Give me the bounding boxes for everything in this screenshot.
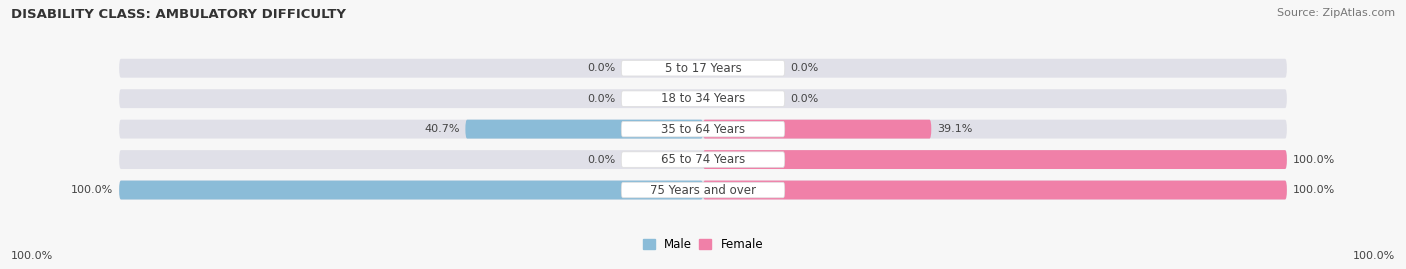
FancyBboxPatch shape [621,61,785,76]
FancyBboxPatch shape [621,121,785,137]
Text: 0.0%: 0.0% [588,63,616,73]
Text: 65 to 74 Years: 65 to 74 Years [661,153,745,166]
FancyBboxPatch shape [120,59,1286,78]
Text: 100.0%: 100.0% [1353,251,1395,261]
Text: 5 to 17 Years: 5 to 17 Years [665,62,741,75]
Text: 75 Years and over: 75 Years and over [650,183,756,197]
FancyBboxPatch shape [465,120,703,139]
Text: 18 to 34 Years: 18 to 34 Years [661,92,745,105]
Text: 100.0%: 100.0% [1292,155,1334,165]
FancyBboxPatch shape [120,89,1286,108]
Text: 39.1%: 39.1% [938,124,973,134]
FancyBboxPatch shape [703,120,931,139]
Text: Source: ZipAtlas.com: Source: ZipAtlas.com [1277,8,1395,18]
FancyBboxPatch shape [621,152,785,167]
Text: 100.0%: 100.0% [1292,185,1334,195]
FancyBboxPatch shape [120,150,1286,169]
FancyBboxPatch shape [120,180,703,200]
FancyBboxPatch shape [120,180,1286,200]
FancyBboxPatch shape [703,180,1286,200]
FancyBboxPatch shape [703,150,1286,169]
Text: 0.0%: 0.0% [588,155,616,165]
FancyBboxPatch shape [621,91,785,107]
FancyBboxPatch shape [120,120,1286,139]
Text: 0.0%: 0.0% [790,63,818,73]
Text: 0.0%: 0.0% [588,94,616,104]
Text: 100.0%: 100.0% [11,251,53,261]
Text: 35 to 64 Years: 35 to 64 Years [661,123,745,136]
Legend: Male, Female: Male, Female [638,233,768,256]
Text: 0.0%: 0.0% [790,94,818,104]
Text: 100.0%: 100.0% [72,185,114,195]
FancyBboxPatch shape [621,182,785,198]
Text: DISABILITY CLASS: AMBULATORY DIFFICULTY: DISABILITY CLASS: AMBULATORY DIFFICULTY [11,8,346,21]
Text: 40.7%: 40.7% [425,124,460,134]
